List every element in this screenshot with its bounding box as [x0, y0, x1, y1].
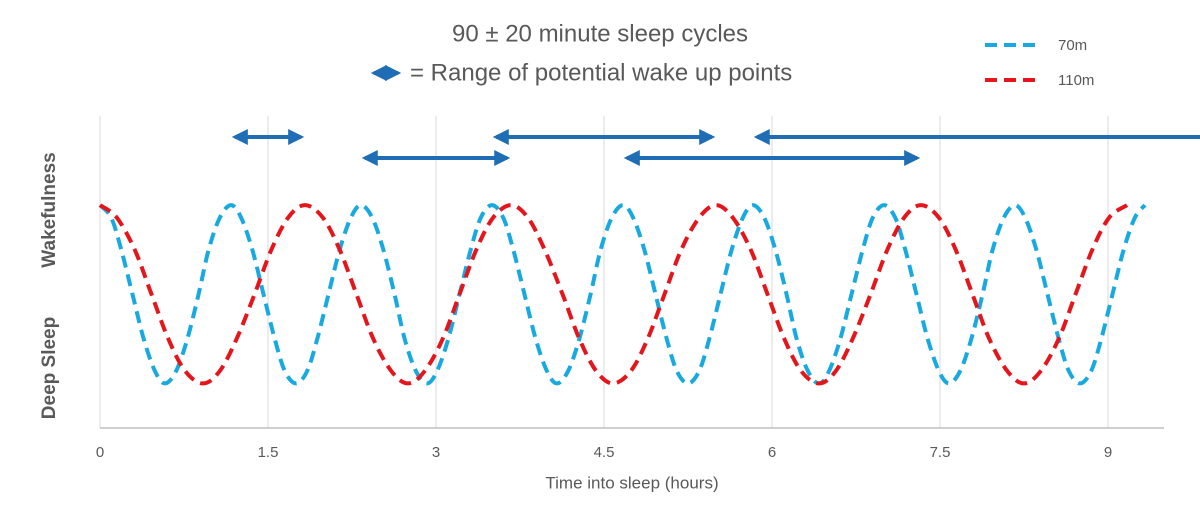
x-tick-label: 9 [1104, 444, 1112, 461]
series-line [98, 203, 1129, 386]
x-tick-label: 6 [768, 444, 776, 461]
y-label-top: Wakefulness [39, 152, 60, 267]
x-tick-label: 1.5 [258, 444, 279, 461]
x-tick-label: 0 [96, 444, 104, 461]
x-tick-label: 3 [432, 444, 440, 461]
x-tick-label: 4.5 [594, 444, 615, 461]
x-tick-label: 7.5 [930, 444, 951, 461]
series-line [98, 203, 1147, 386]
x-axis-label: Time into sleep (hours) [545, 473, 718, 492]
y-label-bottom: Deep Sleep [39, 317, 60, 419]
chart-title: 90 ± 20 minute sleep cycles [452, 20, 748, 47]
chart-subtitle: = Range of potential wake up points [410, 59, 792, 86]
legend-label: 70m [1058, 37, 1087, 54]
legend-label: 110m [1058, 72, 1094, 89]
